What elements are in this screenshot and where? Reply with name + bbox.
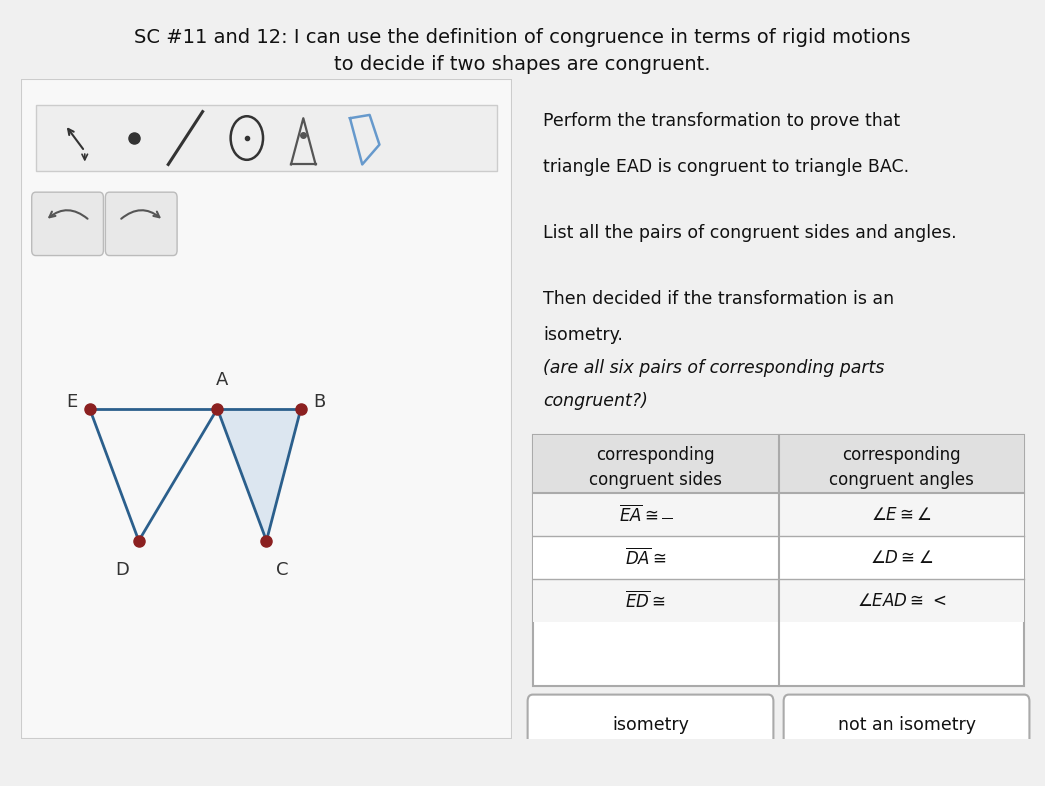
Text: corresponding: corresponding [597, 446, 715, 464]
Text: not an isometry: not an isometry [837, 716, 976, 734]
Text: corresponding: corresponding [842, 446, 960, 464]
Bar [533, 579, 1024, 622]
Text: D: D [115, 560, 129, 578]
Text: $\overline{EA}\cong\overline{\;\;}$: $\overline{EA}\cong\overline{\;\;}$ [619, 504, 672, 525]
Polygon shape [217, 409, 301, 541]
Text: SC #11 and 12: I can use the definition of congruence in terms of rigid motions: SC #11 and 12: I can use the definition … [134, 28, 911, 46]
Text: $\overline{DA}\cong$: $\overline{DA}\cong$ [625, 547, 666, 568]
Text: C: C [276, 560, 288, 578]
FancyBboxPatch shape [784, 695, 1029, 755]
Bar [533, 494, 1024, 536]
Text: isometry: isometry [612, 716, 689, 734]
FancyBboxPatch shape [528, 695, 773, 755]
Bar [533, 435, 779, 494]
Text: isometry.: isometry. [543, 326, 623, 344]
Text: to decide if two shapes are congruent.: to decide if two shapes are congruent. [334, 55, 711, 74]
Text: B: B [314, 393, 325, 411]
FancyBboxPatch shape [106, 192, 177, 255]
Text: congruent?): congruent?) [543, 392, 648, 410]
Text: Perform the transformation to prove that: Perform the transformation to prove that [543, 112, 900, 130]
Text: $\angle EAD \cong$ <: $\angle EAD \cong$ < [857, 592, 946, 609]
Text: $\angle E \cong \angle$: $\angle E \cong \angle$ [870, 505, 932, 523]
Text: $\overline{ED}\cong$: $\overline{ED}\cong$ [625, 590, 666, 611]
Bar [36, 105, 497, 171]
Text: $\angle D \cong \angle$: $\angle D \cong \angle$ [869, 549, 933, 567]
Bar [533, 536, 1024, 579]
FancyBboxPatch shape [31, 192, 103, 255]
Text: (are all six pairs of corresponding parts: (are all six pairs of corresponding part… [543, 359, 884, 377]
Text: E: E [66, 393, 77, 411]
Text: triangle EAD is congruent to triangle BAC.: triangle EAD is congruent to triangle BA… [543, 158, 909, 176]
Text: List all the pairs of congruent sides and angles.: List all the pairs of congruent sides an… [543, 224, 956, 242]
Bar [779, 435, 1024, 494]
Bar [533, 435, 1024, 686]
Text: A: A [216, 371, 229, 389]
Text: congruent sides: congruent sides [589, 472, 722, 490]
Text: Then decided if the transformation is an: Then decided if the transformation is an [543, 290, 895, 308]
Text: congruent angles: congruent angles [829, 472, 974, 490]
